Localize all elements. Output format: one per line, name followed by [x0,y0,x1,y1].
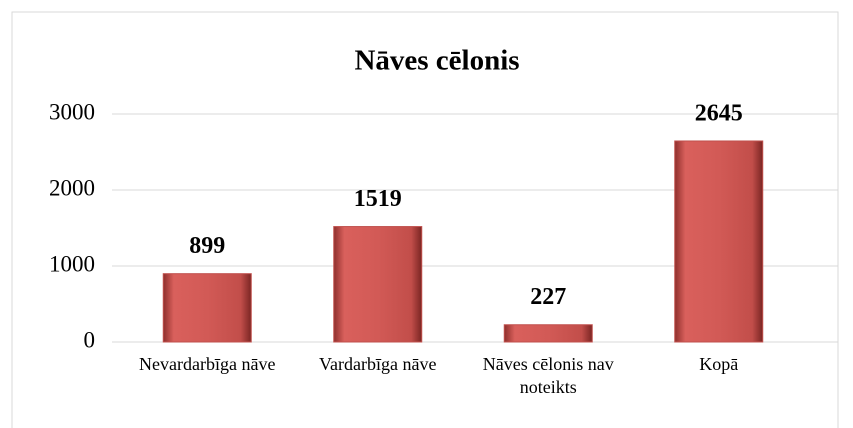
chart-frame [11,11,839,428]
data-label: 1519 [354,186,402,212]
data-label: 227 [530,284,566,310]
y-tick-label: 2000 [49,175,95,200]
x-tick-label: Vardarbīga nāve [319,354,436,374]
bar [333,226,423,343]
bar [674,140,764,343]
data-label: 2645 [695,100,743,126]
x-tick-label: Nevardarbīga nāve [139,354,275,374]
data-label: 899 [189,233,225,259]
y-tick-label: 1000 [49,251,95,276]
bar [162,273,252,343]
y-tick-label: 3000 [49,99,95,124]
bar [503,324,593,343]
x-tick-label: Nāves cēlonis nav noteikts [483,354,614,397]
x-tick-label: Kopā [699,354,738,374]
y-tick-label: 0 [84,327,96,352]
chart-title: Nāves cēlonis [354,45,519,77]
